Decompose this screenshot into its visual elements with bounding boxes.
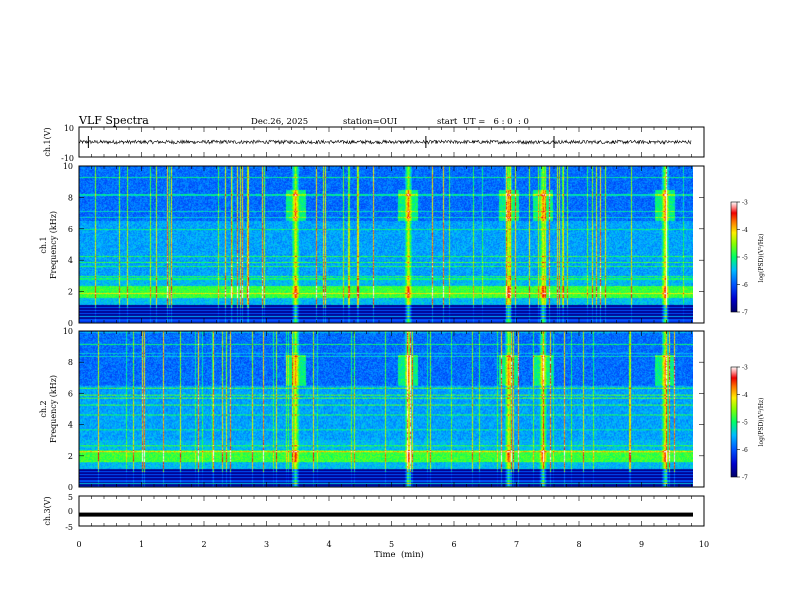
- x-tick-label: 4: [326, 540, 331, 549]
- y-tick-label: 6: [68, 389, 73, 398]
- x-ticks: [78, 127, 705, 526]
- x-tick-label: 2: [201, 540, 206, 549]
- ch2-spectrogram-image: [79, 331, 693, 487]
- ch3-ytick-top: 5: [68, 493, 73, 502]
- ch2-ylabel-line1: ch.2: [39, 400, 48, 417]
- ch1-colorbar-scale: [730, 201, 738, 313]
- colorbar-tick-label: -4: [742, 227, 748, 234]
- x-tick-label: 9: [639, 540, 644, 549]
- y-tick-label: 0: [68, 319, 73, 328]
- x-axis-label: Time (min): [374, 549, 424, 560]
- x-tick-label: 8: [576, 540, 581, 549]
- y-tick-label: 8: [68, 358, 73, 367]
- date-label: Dec.26, 2025: [251, 117, 308, 127]
- y-tick-label: 0: [68, 483, 73, 492]
- x-tick-label: 7: [514, 540, 519, 549]
- ch2-spectrogram-panel: 0 2 4 6 8 10 ch.2 Frequency (kHz): [39, 327, 705, 492]
- colorbar-tick-label: -6: [742, 447, 748, 454]
- ch3-ytick-mid: 0: [68, 507, 73, 516]
- ch3-ylabel: ch.3(V): [43, 496, 52, 525]
- ch2-ylabel-line2: Frequency (kHz): [49, 375, 58, 443]
- ch1-ytick-top: 10: [64, 124, 74, 133]
- y-tick-label: 2: [68, 452, 73, 461]
- x-tick-label: 3: [264, 540, 269, 549]
- figure-title: VLF Spectra: [78, 114, 149, 127]
- ch1-colorbar-label: log(PSD)(V²/Hz): [758, 234, 765, 283]
- ch3-waveform-line: [79, 512, 693, 517]
- colorbar-tick-label: -3: [742, 365, 748, 372]
- ch1-ytick-bottom: -10: [61, 154, 74, 163]
- colorbar-tick-label: -7: [742, 310, 748, 317]
- x-tick-labels: 0 1 2 3 4 5 6 7 8 9 10: [76, 540, 709, 549]
- colorbar-tick-label: -6: [742, 282, 748, 289]
- colorbar-tick-label: -4: [742, 392, 748, 399]
- colorbar-tick-label: -5: [742, 420, 748, 427]
- ch2-colorbar: -3 -4 -5 -6 -7 log(PSD)(V²/Hz): [730, 365, 765, 482]
- ch2-colorbar-scale: [730, 366, 738, 478]
- ch1-spectrogram-panel: 0 2 4 6 8 10 ch.1 Frequency (kHz): [39, 162, 705, 328]
- ch3-ytick-bottom: -5: [65, 523, 73, 532]
- y-tick-label: 6: [68, 225, 73, 234]
- ch1-colorbar: -3 -4 -5 -6 -7 log(PSD)(V²/Hz): [730, 200, 765, 317]
- start-ut-label: start UT = 6 : 0 : 0: [437, 117, 529, 127]
- ch2-colorbar-label: log(PSD)(V²/Hz): [758, 398, 765, 447]
- station-label: station=OUI: [343, 117, 397, 127]
- x-tick-label: 6: [451, 540, 456, 549]
- x-tick-label: 1: [139, 540, 144, 549]
- y-tick-label: 4: [68, 256, 73, 265]
- ch1-ylabel-line2: Frequency (kHz): [49, 211, 58, 279]
- ch1-spectrogram-image: [79, 166, 693, 323]
- ch1-ylabel-line1: ch.1: [39, 236, 48, 253]
- y-tick-label: 2: [68, 288, 73, 297]
- y-tick-label: 4: [68, 421, 73, 430]
- ch1-ylabel: ch.1(V): [43, 127, 52, 156]
- y-tick-label: 10: [63, 327, 73, 336]
- x-tick-label: 5: [389, 540, 394, 549]
- y-tick-label: 8: [68, 193, 73, 202]
- colorbar-tick-label: -5: [742, 255, 748, 262]
- x-tick-label: 10: [699, 540, 709, 549]
- ch3-waveform-panel: 5 0 -5 ch.3(V): [43, 493, 705, 532]
- x-tick-label: 0: [76, 540, 81, 549]
- ch1-waveform-panel: 10 -10 ch.1(V): [43, 124, 705, 163]
- colorbar-tick-label: -7: [742, 475, 748, 482]
- ch1-waveform-line: [78, 139, 692, 145]
- colorbar-tick-label: -3: [742, 200, 748, 207]
- y-tick-label: 10: [63, 162, 73, 171]
